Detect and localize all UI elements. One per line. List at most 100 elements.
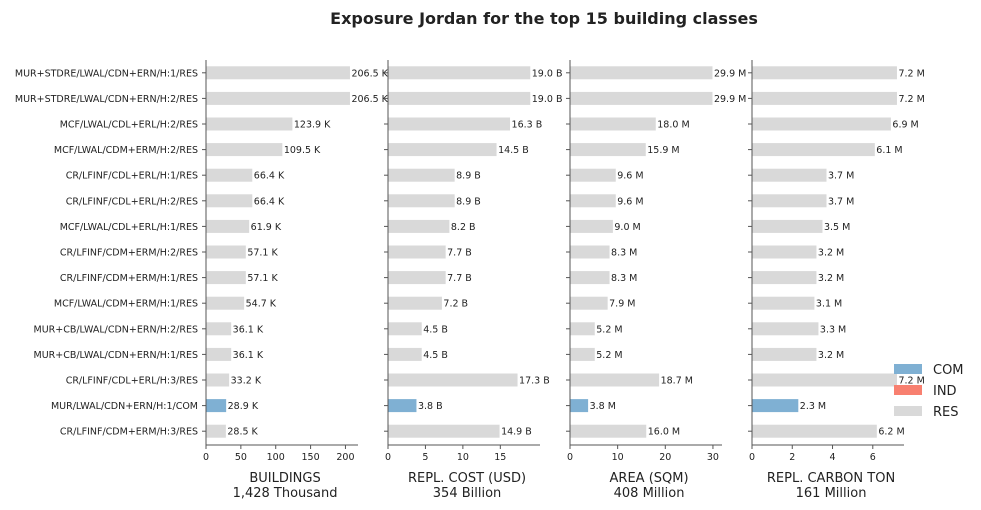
bar-1-4 [206,143,283,157]
bar-3-13 [570,373,660,387]
bar-3-2 [570,91,713,105]
bar-4-3 [752,117,891,131]
bar-2-10 [388,296,442,310]
bar-3-6 [570,194,616,208]
bar-value-label: 9.0 M [614,222,640,233]
panel-2: 19.0 B 19.0 B 16.3 B 14.5 B 8.9 B 8.9 B 8.2 B 7… [384,60,562,501]
chart-panels: 206.5 K 206.5 K 123.9 K 109.5 K 66.4 K 66.4 K… [15,60,925,501]
x-tick-label: 10 [457,452,469,463]
category-label: CR/LFINF/CDM+ERM/H:2/RES [60,248,198,259]
bar-2-12 [388,347,422,361]
bar-value-label: 6.9 M [892,120,918,131]
chart-legend: COM IND RES [894,363,964,420]
bar-2-5 [388,168,455,182]
x-tick-label: 0 [749,452,755,463]
bar-3-14 [570,399,589,413]
bar-2-3 [388,117,511,131]
bar-value-label: 3.7 M [828,196,854,207]
bar-value-label: 6.1 M [876,145,902,156]
x-tick-label: 2 [789,452,795,463]
panel-1: 206.5 K 206.5 K 123.9 K 109.5 K 66.4 K 66.4 K… [15,60,389,501]
x-axis-label: REPL. COST (USD) [408,471,526,486]
bar-value-label: 28.9 K [228,401,259,412]
bar-value-label: 4.5 B [423,324,448,335]
bar-1-7 [206,219,250,233]
bar-3-12 [570,347,595,361]
bar-4-6 [752,194,827,208]
bar-value-label: 29.9 M [714,68,746,79]
bar-value-label: 3.8 M [590,401,616,412]
x-axis-total: 161 Million [796,486,867,501]
bar-value-label: 19.0 B [532,68,563,79]
legend-label-res: RES [933,405,959,420]
bar-4-11 [752,322,819,336]
category-label: MUR+CB/LWAL/CDN+ERN/H:1/RES [34,350,199,361]
category-label: MUR+STDRE/LWAL/CDN+ERN/H:1/RES [15,68,198,79]
bar-1-5 [206,168,253,182]
bar-value-label: 15.9 M [647,145,679,156]
x-axis-total: 354 Billion [433,486,502,501]
category-label: CR/LFINF/CDL+ERL/H:2/RES [66,196,198,207]
bar-value-label: 109.5 K [284,145,321,156]
bar-value-label: 36.1 K [233,350,264,361]
panel-3: 29.9 M 29.9 M 18.0 M 15.9 M 9.6 M 9.6 M 9.0 M 8… [566,60,746,501]
x-tick-label: 0 [567,452,573,463]
bar-value-label: 14.5 B [498,145,529,156]
bar-1-10 [206,296,245,310]
category-label: MUR/LWAL/CDN+ERN/H:1/COM [51,401,198,412]
x-tick-label: 100 [267,452,285,463]
x-tick-label: 15 [494,452,506,463]
bar-2-9 [388,271,446,285]
bar-value-label: 6.2 M [878,427,904,438]
bar-value-label: 5.2 M [596,350,622,361]
bar-2-13 [388,373,518,387]
x-tick-label: 5 [422,452,428,463]
bar-2-4 [388,143,497,157]
bar-value-label: 7.2 B [443,299,468,310]
legend-swatch-com [894,364,922,374]
bar-value-label: 206.5 K [351,94,388,105]
bar-3-8 [570,245,610,259]
x-tick-label: 20 [659,452,671,463]
bar-4-10 [752,296,815,310]
bar-value-label: 2.3 M [800,401,826,412]
legend-swatch-res [894,406,922,416]
category-label: MUR+STDRE/LWAL/CDN+ERN/H:2/RES [15,94,198,105]
x-axis-label: AREA (SQM) [610,471,689,486]
bar-2-14 [388,399,417,413]
bar-value-label: 8.9 B [456,171,481,182]
bar-value-label: 3.3 M [820,324,846,335]
bar-value-label: 4.5 B [423,350,448,361]
bar-value-label: 28.5 K [227,427,258,438]
bar-value-label: 57.1 K [247,273,278,284]
bar-3-5 [570,168,616,182]
category-label: MCF/LWAL/CDM+ERM/H:1/RES [54,299,198,310]
bar-value-label: 19.0 B [532,94,563,105]
bar-value-label: 7.2 M [898,376,924,387]
bar-value-label: 36.1 K [233,324,264,335]
x-tick-label: 30 [707,452,719,463]
legend-swatch-ind [894,385,922,395]
bar-value-label: 8.3 M [611,248,637,259]
x-axis-total: 408 Million [614,486,685,501]
bar-value-label: 18.0 M [657,120,689,131]
bar-value-label: 9.6 M [617,196,643,207]
bar-2-1 [388,66,531,80]
category-label: MCF/LWAL/CDL+ERL/H:2/RES [60,120,198,131]
chart-title: Exposure Jordan for the top 15 building … [330,9,758,28]
bar-value-label: 7.7 B [447,273,472,284]
bar-value-label: 61.9 K [251,222,282,233]
bar-1-6 [206,194,253,208]
x-axis-total: 1,428 Thousand [233,486,338,501]
x-tick-label: 150 [302,452,320,463]
bar-value-label: 8.9 B [456,196,481,207]
bar-3-11 [570,322,595,336]
bar-value-label: 33.2 K [231,376,262,387]
bar-1-1 [206,66,350,80]
category-label: MCF/LWAL/CDL+ERL/H:1/RES [60,222,198,233]
bar-4-2 [752,91,897,105]
bar-4-1 [752,66,897,80]
category-label: CR/LFINF/CDL+ERL/H:3/RES [66,376,198,387]
x-tick-label: 200 [336,452,354,463]
bar-value-label: 8.3 M [611,273,637,284]
